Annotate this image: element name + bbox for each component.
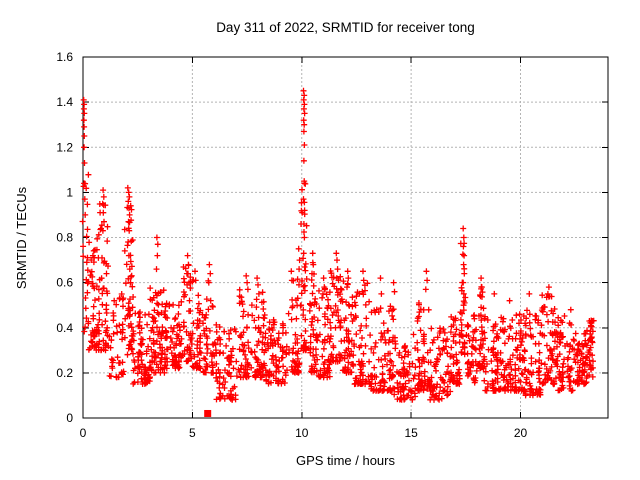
x-axis-label: GPS time / hours xyxy=(296,453,395,468)
x-tick-label: 0 xyxy=(80,426,87,440)
square-marker xyxy=(204,409,212,417)
y-tick-label: 0.6 xyxy=(56,276,73,290)
x-tick-label: 15 xyxy=(404,426,418,440)
y-tick-label: 1.4 xyxy=(56,95,73,109)
y-tick-label: 1 xyxy=(66,185,73,199)
y-tick-label: 0.4 xyxy=(56,321,73,335)
chart-title: Day 311 of 2022, SRMTID for receiver ton… xyxy=(216,20,475,35)
x-tick-label: 5 xyxy=(189,426,196,440)
y-axis-label: SRMTID / TECUs xyxy=(14,186,29,290)
x-tick-label: 10 xyxy=(295,426,309,440)
y-tick-label: 1.2 xyxy=(56,140,73,154)
y-tick-label: 0.8 xyxy=(56,231,73,245)
x-tick-label: 20 xyxy=(514,426,528,440)
y-tick-label: 1.6 xyxy=(56,50,73,64)
scatter-points xyxy=(79,87,597,403)
y-tick-label: 0.2 xyxy=(56,366,73,380)
y-tick-label: 0 xyxy=(66,411,73,425)
